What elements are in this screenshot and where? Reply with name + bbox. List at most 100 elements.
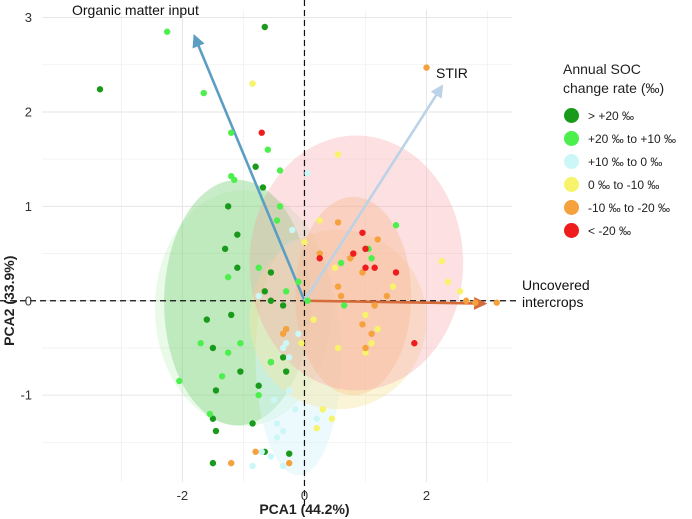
vector-label: Uncovered intercrops <box>522 277 590 310</box>
vector-arrow <box>303 84 444 302</box>
data-point <box>316 217 323 224</box>
data-point <box>304 170 311 177</box>
y-tick-label: -1 <box>20 388 32 403</box>
data-point <box>255 382 262 389</box>
data-point <box>362 349 369 356</box>
data-point <box>221 245 229 253</box>
data-point <box>289 226 296 234</box>
ellipse <box>154 190 332 427</box>
data-point <box>298 340 305 347</box>
data-point <box>163 28 171 35</box>
data-point <box>334 344 342 352</box>
data-point <box>249 80 256 87</box>
data-point <box>316 255 323 262</box>
legend-label: +20 ‰ to +10 ‰ <box>588 131 677 146</box>
data-point <box>282 340 290 347</box>
data-point <box>328 415 336 422</box>
data-point <box>249 420 256 427</box>
data-point <box>362 245 369 253</box>
loading-vectors: Organic matter input STIR Uncovered intercr… <box>72 2 590 310</box>
vector-label: Organic matter input <box>72 2 199 18</box>
data-point <box>282 325 290 333</box>
data-point <box>209 415 217 422</box>
legend-title: Annual SOC change rate (‰) <box>563 60 690 98</box>
vector-arrow <box>304 296 488 310</box>
data-point <box>255 264 262 271</box>
data-point <box>350 250 357 257</box>
data-point <box>286 387 293 394</box>
data-point <box>368 340 375 347</box>
data-point <box>359 269 366 276</box>
data-point <box>347 255 354 262</box>
data-point <box>259 184 267 191</box>
data-point <box>444 278 452 286</box>
data-point <box>463 297 470 304</box>
data-point <box>234 231 241 238</box>
data-point <box>237 340 244 347</box>
data-point <box>362 264 369 271</box>
legend-item: < -20 ‰ <box>560 219 690 242</box>
data-point <box>228 129 235 136</box>
axis-ticks: -2 0 2 -1 0 1 2 3 <box>20 10 430 503</box>
data-point <box>234 264 241 271</box>
x-tick-label: -2 <box>177 488 189 503</box>
data-point <box>313 424 320 432</box>
vector-arrow <box>192 34 306 302</box>
legend: Annual SOC change rate (‰) > +20 ‰ +20 ‰ … <box>560 60 690 242</box>
data-point <box>276 167 284 174</box>
ellipse <box>295 196 412 396</box>
data-point <box>362 344 369 352</box>
data-point <box>255 391 262 399</box>
ellipse <box>164 179 311 426</box>
data-point <box>255 292 262 300</box>
legend-item: +10 ‰ to 0 ‰ <box>560 150 690 173</box>
legend-swatch <box>564 223 579 238</box>
data-point <box>228 459 235 467</box>
legend-label: +10 ‰ to 0 ‰ <box>588 154 663 169</box>
data-point <box>279 302 287 309</box>
data-point <box>276 203 284 210</box>
legend-label: -10 ‰ to -20 ‰ <box>588 200 671 215</box>
data-point <box>423 64 430 71</box>
ellipse <box>249 135 464 391</box>
data-point <box>231 176 238 184</box>
data-point <box>359 321 366 328</box>
data-point <box>411 340 418 347</box>
data-point <box>273 420 281 427</box>
data-point <box>267 297 275 304</box>
y-axis-title: PCA2 (33.9%) <box>1 256 17 346</box>
data-point <box>292 406 299 413</box>
data-point <box>304 297 311 304</box>
data-point <box>237 368 244 375</box>
data-point <box>392 269 400 276</box>
legend-items: > +20 ‰ +20 ‰ to +10 ‰ +10 ‰ to 0 ‰ 0 ‰ to … <box>560 104 690 242</box>
legend-title-line-1: Annual SOC <box>563 61 641 77</box>
data-point <box>438 257 446 265</box>
data-point <box>359 229 366 236</box>
data-point <box>301 239 308 246</box>
data-point <box>273 434 281 441</box>
data-point <box>258 448 265 455</box>
data-point <box>267 269 275 276</box>
data-point <box>337 259 345 267</box>
data-point <box>176 377 183 385</box>
y-tick-label: 3 <box>25 10 32 25</box>
x-tick-label: 2 <box>423 488 430 503</box>
data-point <box>273 217 281 224</box>
legend-title-line-2: change rate (‰) <box>563 80 665 96</box>
ellipse <box>255 239 342 476</box>
data-point <box>206 410 214 418</box>
data-point <box>209 459 217 467</box>
data-point <box>340 302 348 309</box>
data-point <box>313 415 320 422</box>
data-point <box>374 236 381 243</box>
y-tick-label: 1 <box>25 199 32 214</box>
y-tick-label: 0 <box>25 293 32 308</box>
data-point <box>279 427 287 435</box>
data-point <box>383 292 391 300</box>
data-point <box>362 311 369 319</box>
data-point <box>368 255 375 262</box>
data-point <box>295 278 302 286</box>
data-point <box>228 311 235 319</box>
legend-item: > +20 ‰ <box>560 104 690 127</box>
